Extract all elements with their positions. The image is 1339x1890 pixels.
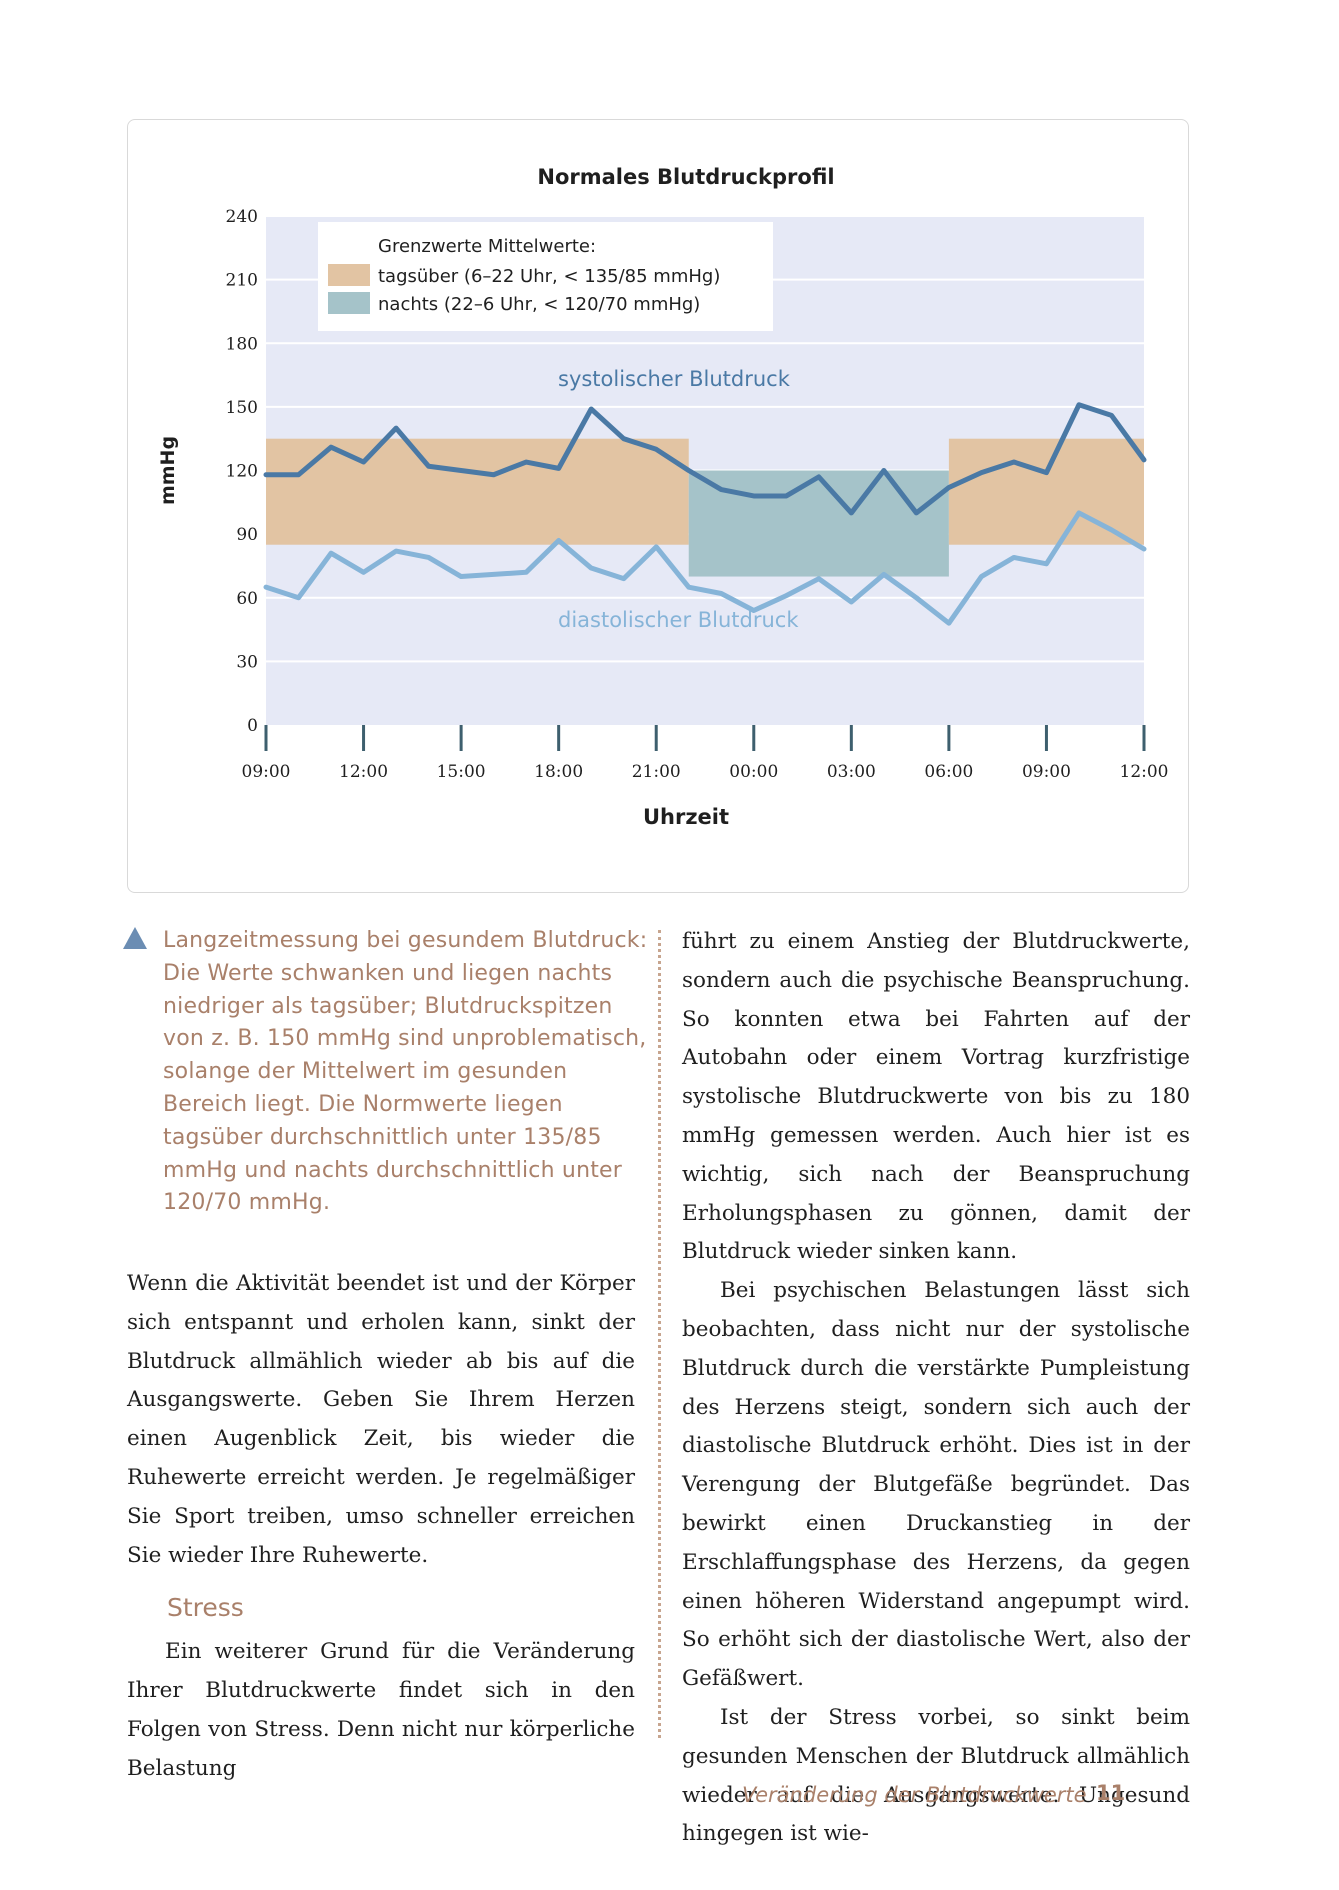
y-axis-label: mmHg bbox=[157, 436, 179, 505]
y-tick-label: 180 bbox=[226, 334, 258, 354]
x-tick-label: 12:00 bbox=[1120, 762, 1169, 782]
x-tick-label: 12:00 bbox=[339, 762, 388, 782]
limit-band-nachts bbox=[688, 470, 949, 577]
right-paragraph-1: führt zu einem Anstieg der Blutdruckwert… bbox=[682, 929, 1190, 1265]
legend-item-label: tagsüber (6–22 Uhr, < 135/85 mmHg) bbox=[378, 266, 720, 287]
y-tick-label: 90 bbox=[236, 525, 258, 545]
left-paragraph-2: Ein weiterer Grund für die Veränderung I… bbox=[127, 1639, 635, 1781]
x-tick-label: 15:00 bbox=[437, 762, 486, 782]
systolic-line bbox=[263, 402, 1147, 516]
caption-triangle-icon bbox=[123, 927, 147, 949]
blood-pressure-chart: systolischer Blutdruck diastolischer Blut… bbox=[157, 165, 1169, 829]
x-tick-label: 21:00 bbox=[632, 762, 681, 782]
chart-figure: systolischer Blutdruck diastolischer Blut… bbox=[127, 119, 1189, 893]
x-tick-label: 03:00 bbox=[827, 762, 876, 782]
systolic-series-label: systolischer Blutdruck bbox=[558, 367, 791, 391]
x-tick-label: 00:00 bbox=[729, 762, 778, 782]
diastolic-series-label: diastolischer Blutdruck bbox=[558, 608, 799, 632]
right-paragraph-3: Ist der Stress vorbei, so sinkt beim ges… bbox=[682, 1704, 1190, 1847]
legend-swatch bbox=[328, 292, 370, 314]
page-number: 11 bbox=[1096, 1781, 1126, 1805]
left-paragraph-1: Wenn die Aktivität beendet ist und der K… bbox=[127, 1271, 635, 1568]
right-column: führt zu einem Anstieg der Blutdruckwert… bbox=[682, 923, 1190, 1854]
x-axis-label: Uhrzeit bbox=[643, 805, 729, 829]
figure-caption: Langzeitmessung bei gesundem Blutdruck: … bbox=[163, 928, 648, 1216]
y-tick-label: 240 bbox=[226, 207, 258, 227]
y-tick-label: 150 bbox=[226, 398, 258, 418]
legend-heading: Grenzwerte Mittelwerte: bbox=[378, 236, 596, 257]
section-heading-stress: Stress bbox=[167, 1593, 244, 1623]
x-tick-label: 09:00 bbox=[242, 762, 291, 782]
x-tick-label: 09:00 bbox=[1022, 762, 1071, 782]
diastolic-line bbox=[263, 510, 1147, 626]
y-tick-label: 210 bbox=[226, 271, 258, 291]
legend-item-label: nachts (22–6 Uhr, < 120/70 mmHg) bbox=[378, 294, 700, 315]
x-tick-label: 06:00 bbox=[924, 762, 973, 782]
legend-swatch bbox=[328, 264, 370, 286]
y-tick-label: 60 bbox=[236, 589, 258, 609]
right-paragraph-2: Bei psychischen Belastungen lässt sich b… bbox=[682, 1278, 1190, 1692]
y-tick-label: 120 bbox=[226, 462, 258, 482]
y-tick-label: 30 bbox=[236, 652, 258, 672]
x-tick-label: 18:00 bbox=[534, 762, 583, 782]
limit-band-tagsüber bbox=[266, 438, 689, 545]
chart-title: Normales Blutdruckprofil bbox=[537, 165, 834, 189]
legend-box bbox=[318, 222, 773, 331]
left-column: Wenn die Aktivität beendet ist und der K… bbox=[127, 1265, 635, 1789]
column-divider bbox=[658, 930, 661, 1738]
limit-band-tagsüber bbox=[948, 438, 1144, 545]
footer-chapter-title: Veränderung der Blutdruckwerte bbox=[742, 1783, 1087, 1807]
y-tick-label: 0 bbox=[247, 716, 258, 736]
